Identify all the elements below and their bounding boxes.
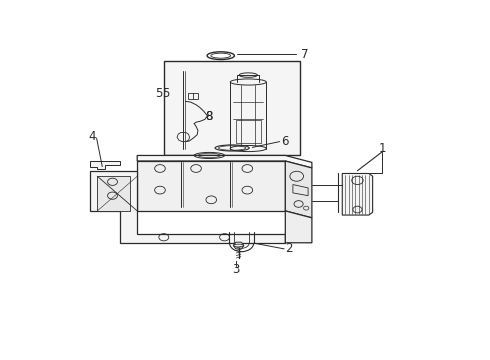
Text: 4: 4: [89, 130, 96, 143]
Text: 8: 8: [206, 110, 213, 123]
Polygon shape: [342, 174, 372, 215]
Bar: [189, 93, 198, 99]
Text: 6: 6: [282, 135, 289, 148]
Text: 1: 1: [378, 142, 386, 155]
Polygon shape: [285, 211, 312, 243]
Polygon shape: [137, 156, 312, 168]
Text: 2: 2: [285, 242, 293, 255]
Polygon shape: [233, 242, 244, 249]
Polygon shape: [137, 161, 285, 211]
Polygon shape: [98, 176, 129, 211]
Text: 5: 5: [155, 87, 163, 100]
Bar: [236, 120, 261, 143]
Polygon shape: [90, 171, 285, 243]
Text: 5: 5: [162, 87, 170, 100]
Text: 3: 3: [232, 263, 240, 276]
Text: 7: 7: [300, 48, 308, 61]
Bar: [164, 61, 300, 156]
Text: 8: 8: [205, 110, 212, 123]
Polygon shape: [90, 161, 120, 169]
Polygon shape: [285, 161, 312, 218]
